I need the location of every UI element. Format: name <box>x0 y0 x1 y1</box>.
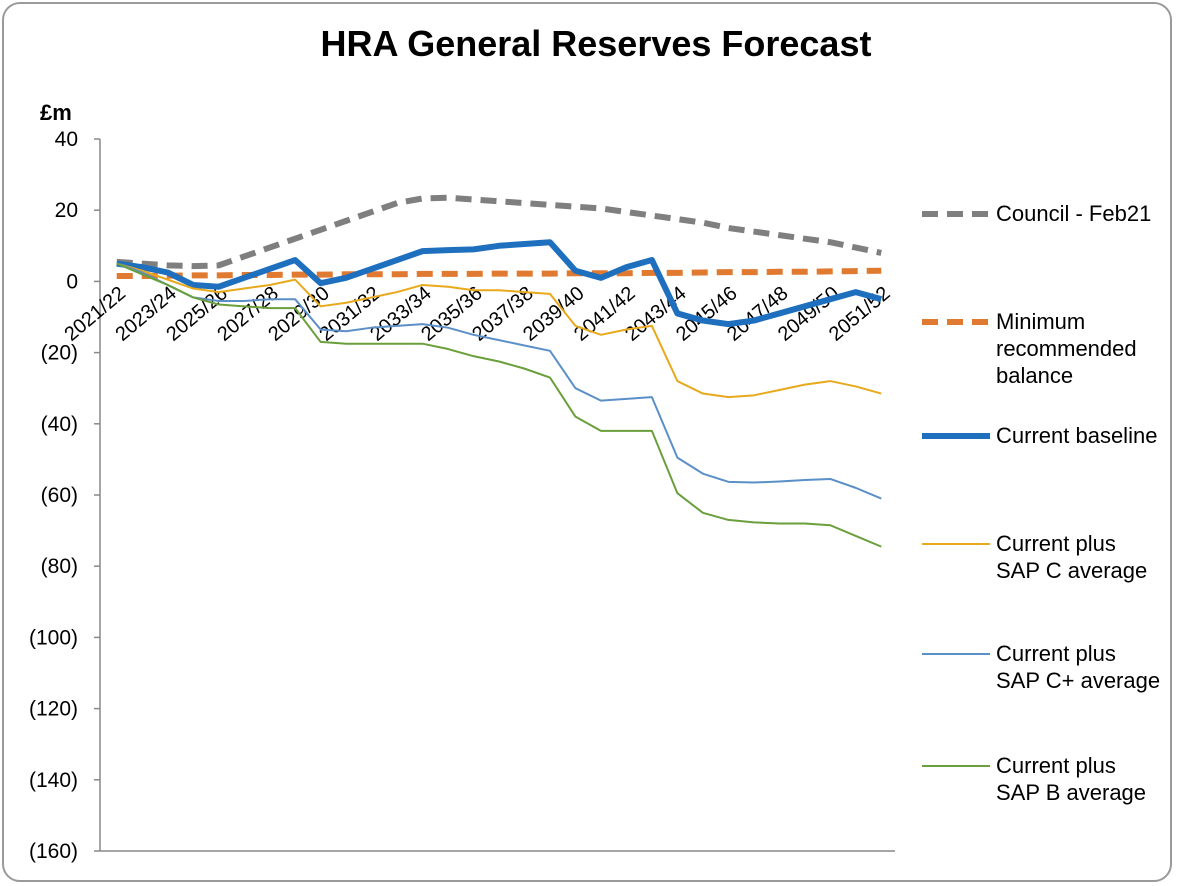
y-tick-label: (60) <box>41 484 78 507</box>
series-line <box>116 262 882 548</box>
legend-item: Minimum recommended balance <box>920 308 1164 389</box>
series-line <box>116 194 882 270</box>
y-tick-label: 20 <box>55 199 78 222</box>
y-axis-label: £m <box>40 100 72 125</box>
series-line <box>116 262 882 500</box>
series-line <box>116 239 883 328</box>
series-line <box>116 262 882 399</box>
y-tick-label: (120) <box>29 698 78 721</box>
legend-item: Current plus SAP C average <box>920 530 1164 584</box>
y-tick-label: (140) <box>29 769 78 792</box>
y-tick-label: (40) <box>41 413 78 436</box>
y-tick-label: 0 <box>66 270 78 293</box>
series-line <box>116 267 882 280</box>
legend-item: Current plus SAP C+ average <box>920 640 1164 694</box>
legend-item: Council - Feb21 <box>920 200 1164 227</box>
legend-label: Current plus SAP B average <box>996 753 1147 805</box>
legend-label: Current plus SAP C average <box>996 531 1148 583</box>
legend-label: Council - Feb21 <box>996 201 1152 226</box>
y-tick-label: (80) <box>41 555 78 578</box>
legend-swatch <box>922 765 990 767</box>
y-tick-label: (20) <box>41 342 78 365</box>
legend-swatch <box>922 653 990 655</box>
y-tick-label: (160) <box>29 840 78 863</box>
legend-swatch <box>922 433 990 439</box>
legend-item: Current plus SAP B average <box>920 752 1164 806</box>
legend-swatch <box>922 211 990 217</box>
legend-label: Current baseline <box>996 423 1158 448</box>
y-tick-label: (100) <box>29 626 78 649</box>
chart-title: HRA General Reserves Forecast <box>321 23 872 64</box>
legend-item: Current baseline <box>920 422 1164 449</box>
legend-swatch <box>922 319 990 325</box>
legend-label: Minimum recommended balance <box>996 309 1137 388</box>
legend-swatch <box>922 543 990 545</box>
legend-label: Current plus SAP C+ average <box>996 641 1161 693</box>
y-tick-label: 40 <box>55 128 78 151</box>
